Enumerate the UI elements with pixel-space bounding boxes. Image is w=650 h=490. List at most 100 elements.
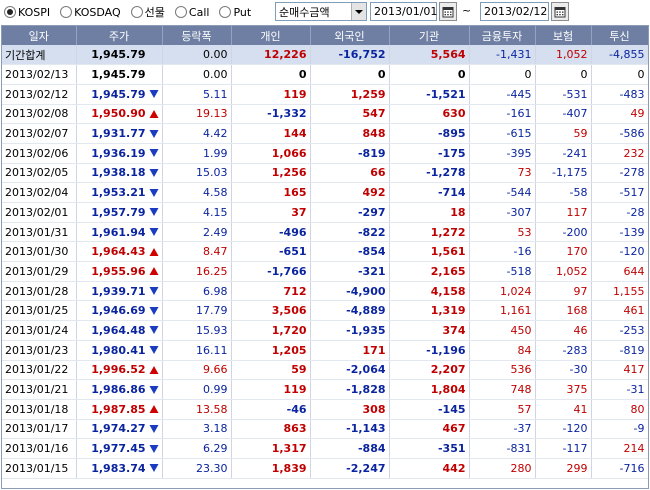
table-row[interactable]: 2013/02/01 1,957.79 4.15 37 -297 18 -307 117 -28 — [2, 202, 648, 223]
table-row[interactable]: 2013/01/31 1,961.94 2.49 -496 -822 1,272 53 -20… — [2, 222, 648, 243]
foreign-cell: 171 — [310, 340, 390, 361]
table-row[interactable]: 2013/01/24 1,964.48 15.93 1,720 -1,935 374 450… — [2, 320, 648, 341]
table-row[interactable]: 2013/02/08 1,950.90 19.13 -1,332 547 630 -161-… — [2, 104, 648, 125]
insurance-cell: 59 — [535, 123, 592, 144]
table-row[interactable]: 2013/01/22 1,996.52 9.66 59 -2,064 2,207 536 -3… — [2, 360, 648, 381]
column-header[interactable]: 일자 — [2, 26, 77, 45]
table-row[interactable]: 2013/02/05 1,938.18 15.03 1,256 66 -1,278 73 -1… — [2, 163, 648, 184]
date-cell: 2013/02/12 — [2, 84, 77, 105]
column-header[interactable]: 기관 — [389, 26, 470, 45]
finance-cell: -16 — [469, 241, 536, 263]
table-row[interactable]: 2013/01/18 1,987.85 13.58 -46 308 -145 57 41 80 — [2, 399, 648, 420]
column-header[interactable]: 등락폭 — [162, 26, 232, 45]
radio-empty-icon[interactable] — [174, 6, 187, 18]
change-cell: 0.00 — [162, 64, 232, 85]
chevron-down-icon[interactable] — [351, 3, 366, 20]
end-date-field[interactable]: 2013/02/12 — [480, 2, 549, 21]
date-cell: 2013/01/15 — [2, 458, 77, 479]
metric-select[interactable]: 순매수금액 — [275, 2, 367, 21]
institution-cell: 0 — [389, 64, 470, 85]
price-value: 1,945.79 — [91, 48, 146, 62]
table-row[interactable]: 2013/01/25 1,946.69 17.79 3,506 -4,889 1,319 1… — [2, 300, 648, 322]
table-row[interactable]: 2013/01/17 1,974.27 3.18 863 -1,143 467 -37 -12… — [2, 419, 648, 440]
change-cell: 19.13 — [162, 104, 232, 125]
institution-cell: 18 — [389, 202, 470, 223]
table-row[interactable]: 2013/02/06 1,936.19 1.99 1,066 -819 -175 -395-… — [2, 143, 648, 164]
foreign-cell: 547 — [310, 104, 390, 125]
market-radio-2[interactable]: 선물 — [127, 4, 165, 20]
price-value: 1,955.96 — [91, 264, 146, 278]
triangle-down-icon — [149, 325, 159, 335]
market-radio-label: Put — [233, 5, 252, 19]
table-row[interactable]: 2013/01/29 1,955.96 16.25 -1,766 -321 2,165 -5… — [2, 261, 648, 282]
investor-trading-grid: 일자 주가 등락폭 개인 외국인 기관 금융투자 보험 투신 기간합계 1,945.79 0.00 1… — [1, 25, 649, 489]
insurance-cell: -117 — [535, 438, 592, 459]
start-date-field[interactable]: 2013/01/01 — [370, 2, 437, 21]
trust-cell: 644 — [591, 261, 648, 282]
table-row[interactable]: 2013/01/28 1,939.71 6.98 712 -4,900 4,158 1,02… — [2, 281, 648, 302]
market-radio-0[interactable]: KOSPI — [0, 6, 50, 19]
institution-cell: 374 — [389, 320, 470, 341]
radio-empty-icon[interactable] — [60, 6, 73, 18]
individual-cell: -651 — [231, 241, 311, 263]
calendar-icon[interactable] — [551, 2, 569, 21]
market-radio-3[interactable]: Call — [171, 6, 209, 19]
column-header[interactable]: 외국인 — [310, 26, 390, 45]
insurance-cell: -1,175 — [535, 163, 592, 184]
institution-cell: -351 — [389, 438, 470, 459]
calendar-icon[interactable] — [439, 2, 457, 21]
no-change-spacer — [149, 50, 159, 60]
price-value: 1,980.41 — [91, 343, 146, 357]
radio-empty-icon[interactable] — [130, 6, 143, 18]
column-header[interactable]: 보험 — [535, 26, 592, 45]
price-cell: 1,964.43 — [76, 241, 163, 263]
insurance-cell: 170 — [535, 241, 592, 263]
price-cell: 1,955.96 — [76, 261, 163, 282]
table-row[interactable]: 2013/02/04 1,953.21 4.58 165 492 -714 -544 -58-… — [2, 182, 648, 203]
trust-cell: 80 — [591, 399, 648, 420]
finance-cell: -615 — [469, 123, 536, 144]
insurance-cell: -531 — [535, 84, 592, 105]
date-cell: 2013/01/17 — [2, 419, 77, 440]
price-cell: 1,953.21 — [76, 182, 163, 203]
trust-cell: -31 — [591, 379, 648, 400]
radio-selected-icon[interactable] — [4, 6, 16, 18]
market-radio-label: 선물 — [144, 6, 165, 19]
date-cell: 2013/02/04 — [2, 182, 77, 203]
summary-row[interactable]: 기간합계 1,945.79 0.00 12,226 -16,752 5,564 -1,431… — [2, 45, 648, 66]
insurance-cell: 1,052 — [535, 45, 592, 66]
toolbar: KOSPI KOSDAQ 선물 Call Put 순매수금액 2013/01/01 ~ … — [0, 0, 650, 24]
radio-empty-icon[interactable] — [219, 6, 232, 18]
column-header[interactable]: 개인 — [231, 26, 311, 45]
triangle-down-icon — [149, 148, 159, 158]
date-cell: 2013/01/24 — [2, 320, 77, 341]
price-value: 1,931.77 — [91, 127, 146, 141]
table-row[interactable]: 2013/01/30 1,964.43 8.47 -651 -854 1,561 -16 17… — [2, 241, 648, 263]
table-row[interactable]: 2013/01/15 1,983.74 23.30 1,839 -2,247 442 280… — [2, 458, 648, 479]
foreign-cell: -1,828 — [310, 379, 390, 400]
foreign-cell: 1,259 — [310, 84, 390, 105]
table-row[interactable]: 2013/02/12 1,945.79 5.11 119 1,259 -1,521 -445… — [2, 84, 648, 105]
table-row[interactable]: 2013/01/16 1,977.45 6.29 1,317 -884 -351 -831-… — [2, 438, 648, 459]
table-row[interactable]: 2013/02/07 1,931.77 4.42 144 848 -895 -615 59 -5… — [2, 123, 648, 144]
triangle-down-icon — [149, 227, 159, 237]
foreign-cell: -854 — [310, 241, 390, 263]
price-value: 1,953.21 — [91, 186, 146, 200]
change-cell: 13.58 — [162, 399, 232, 420]
table-row[interactable]: 2013/01/21 1,986.86 0.99 119 -1,828 1,804 748 3… — [2, 379, 648, 400]
market-radio-4[interactable]: Put — [215, 6, 251, 19]
table-row[interactable]: 2013/01/23 1,980.41 16.11 1,205 171 -1,196 84-… — [2, 340, 648, 361]
triangle-down-icon — [149, 89, 159, 99]
column-header[interactable]: 주가 — [76, 26, 163, 45]
column-header[interactable]: 투신 — [591, 26, 648, 45]
market-radio-1[interactable]: KOSDAQ — [56, 6, 121, 19]
column-header[interactable]: 금융투자 — [469, 26, 536, 45]
table-row[interactable]: 2013/02/13 1,945.79 0.00 0 0 0 0 0 0 — [2, 64, 648, 85]
foreign-cell: -4,889 — [310, 300, 390, 322]
institution-cell: -145 — [389, 399, 470, 420]
price-value: 1,996.52 — [91, 363, 146, 377]
individual-cell: 119 — [231, 379, 311, 400]
institution-cell: -175 — [389, 143, 470, 164]
change-cell: 3.18 — [162, 419, 232, 440]
finance-cell: -518 — [469, 261, 536, 282]
